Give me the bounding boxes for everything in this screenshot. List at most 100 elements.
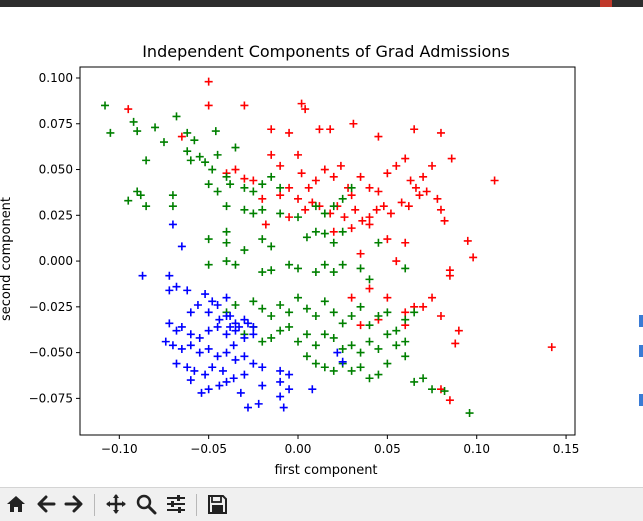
data-point xyxy=(311,268,320,277)
data-point xyxy=(383,235,392,244)
data-point xyxy=(229,374,238,383)
data-point xyxy=(333,348,342,357)
data-point xyxy=(183,128,192,137)
data-point xyxy=(172,326,181,335)
data-point xyxy=(445,396,454,405)
data-point xyxy=(365,337,374,346)
zoom-button[interactable] xyxy=(133,491,159,517)
data-point xyxy=(243,403,252,412)
data-points xyxy=(101,77,556,418)
data-point xyxy=(151,123,160,132)
y-axis-label: second component xyxy=(0,197,14,321)
data-point xyxy=(365,374,374,383)
data-point xyxy=(410,377,419,386)
data-point xyxy=(336,161,345,170)
pan-button[interactable] xyxy=(103,491,129,517)
data-point xyxy=(276,326,285,335)
data-point xyxy=(276,191,285,200)
data-point xyxy=(201,158,210,167)
data-point xyxy=(347,183,356,192)
data-point xyxy=(440,387,449,396)
data-point xyxy=(294,194,303,203)
data-point xyxy=(124,196,133,205)
subplots-button[interactable] xyxy=(163,491,189,517)
data-point xyxy=(356,249,365,258)
data-point xyxy=(258,381,267,390)
data-point xyxy=(347,366,356,375)
close-hint xyxy=(600,0,612,7)
home-button[interactable] xyxy=(3,491,29,517)
data-point xyxy=(419,302,428,311)
data-point xyxy=(356,302,365,311)
data-point xyxy=(320,165,329,174)
data-point xyxy=(374,311,383,320)
data-point xyxy=(215,381,224,390)
data-point xyxy=(168,341,177,350)
data-point xyxy=(215,315,224,324)
data-point xyxy=(213,322,222,331)
data-point xyxy=(165,271,174,280)
data-point xyxy=(392,161,401,170)
data-point xyxy=(372,205,381,214)
y-tick-label: −0.075 xyxy=(29,391,73,405)
data-point xyxy=(285,370,294,379)
y-tick-label: 0.100 xyxy=(39,71,73,85)
data-point xyxy=(258,337,267,346)
data-point xyxy=(365,220,374,229)
data-point xyxy=(249,359,258,368)
data-point xyxy=(204,308,213,317)
data-point xyxy=(177,132,186,141)
data-point xyxy=(249,322,258,331)
sliders-icon xyxy=(167,495,185,513)
save-button[interactable] xyxy=(204,491,230,517)
data-point xyxy=(267,125,276,134)
data-point xyxy=(285,213,294,222)
data-point xyxy=(447,154,456,163)
data-point xyxy=(356,348,365,357)
data-point xyxy=(433,194,442,203)
data-point xyxy=(208,363,217,372)
data-point xyxy=(365,183,374,192)
data-point xyxy=(415,191,424,200)
data-point xyxy=(142,156,151,165)
data-point xyxy=(183,363,192,372)
data-point xyxy=(229,341,238,350)
data-point xyxy=(172,359,181,368)
data-point xyxy=(304,183,313,192)
forward-button[interactable] xyxy=(61,491,87,517)
data-point xyxy=(258,180,267,189)
data-point xyxy=(186,156,195,165)
data-point xyxy=(428,293,437,302)
data-point xyxy=(383,169,392,178)
data-point xyxy=(406,176,415,185)
data-point xyxy=(465,409,474,418)
data-point xyxy=(204,326,213,335)
data-point xyxy=(294,293,303,302)
data-point xyxy=(222,238,231,247)
chart-title: Independent Components of Grad Admission… xyxy=(142,42,510,61)
data-point xyxy=(294,264,303,273)
x-tick-label: 0.10 xyxy=(463,442,490,456)
data-point xyxy=(338,319,347,328)
data-point xyxy=(204,385,213,394)
data-point xyxy=(383,359,392,368)
back-button[interactable] xyxy=(33,491,59,517)
data-point xyxy=(249,330,258,339)
data-point xyxy=(197,388,206,397)
data-point xyxy=(285,308,294,317)
data-point xyxy=(454,326,463,335)
data-point xyxy=(338,227,347,236)
data-point xyxy=(240,183,249,192)
data-point xyxy=(222,172,231,181)
data-point xyxy=(231,355,240,364)
x-tick-label: 0.05 xyxy=(374,442,401,456)
data-point xyxy=(142,202,151,211)
data-point xyxy=(159,138,168,147)
data-point xyxy=(351,205,360,214)
data-point xyxy=(222,311,231,320)
data-point xyxy=(301,205,310,214)
data-point xyxy=(326,125,335,134)
data-point xyxy=(240,246,249,255)
data-point xyxy=(294,337,303,346)
data-point xyxy=(172,112,181,121)
